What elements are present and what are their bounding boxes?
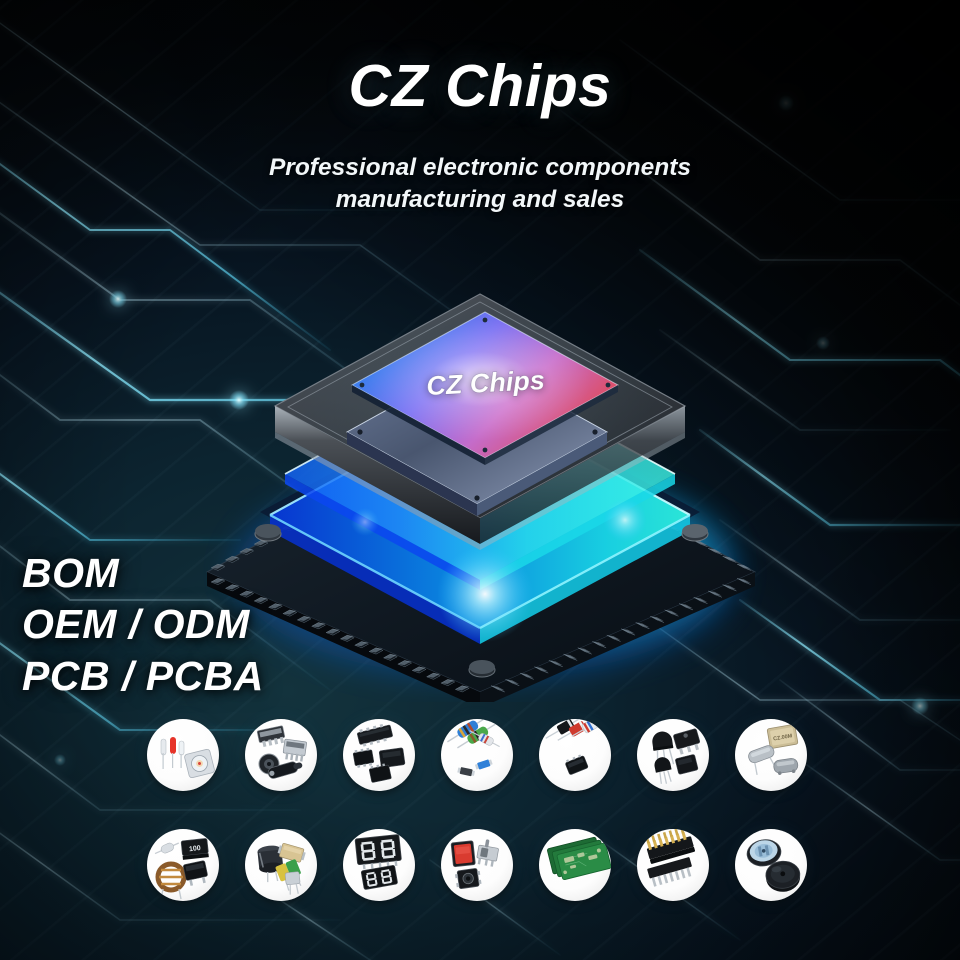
chip-lens-flare xyxy=(351,498,667,642)
subtitle-line-1: Professional electronic components xyxy=(268,154,692,181)
crystals-oscillators-icon[interactable]: CZ.00M xyxy=(735,719,807,791)
svg-text:100: 100 xyxy=(189,845,201,853)
capacitors-icon[interactable] xyxy=(245,829,317,901)
chip-mount-posts xyxy=(254,524,709,678)
pin-headers-icon[interactable] xyxy=(637,829,709,901)
inductors-transformers-icon[interactable]: 100 xyxy=(147,829,219,901)
led-optoelectronics-icon[interactable] xyxy=(147,719,219,791)
service-item-oem-odm: OEM / ODM xyxy=(22,601,250,648)
service-item-pcb-pcba: PCB / PCBA xyxy=(22,652,264,699)
service-item-bom: BOM xyxy=(22,550,120,596)
integrated-circuits-icon[interactable] xyxy=(343,719,415,791)
buzzers-icon[interactable] xyxy=(735,829,807,901)
service-list: BOM OEM / ODM PCB / PCBA xyxy=(22,548,264,702)
chip-die-label: CZ Chips xyxy=(426,365,546,401)
switches-icon[interactable] xyxy=(441,829,513,901)
subtitle-line-2: manufacturing and sales xyxy=(335,186,625,214)
chip-die: CZ Chips xyxy=(350,311,620,465)
connectors-icon[interactable] xyxy=(245,719,317,791)
seven-segment-display-icon[interactable] xyxy=(343,829,415,901)
diodes-icon[interactable] xyxy=(539,719,611,791)
pcb-boards-icon[interactable] xyxy=(539,829,611,901)
resistors-icon[interactable] xyxy=(441,719,513,791)
svg-text:CZ.00M: CZ.00M xyxy=(773,733,793,742)
transistors-icon[interactable] xyxy=(637,719,709,791)
page-title: CZ Chips xyxy=(348,53,612,119)
cpu-chip-illustration: CZ Chips xyxy=(205,293,757,702)
page-subtitle: Professional electronic components manuf… xyxy=(0,152,960,217)
